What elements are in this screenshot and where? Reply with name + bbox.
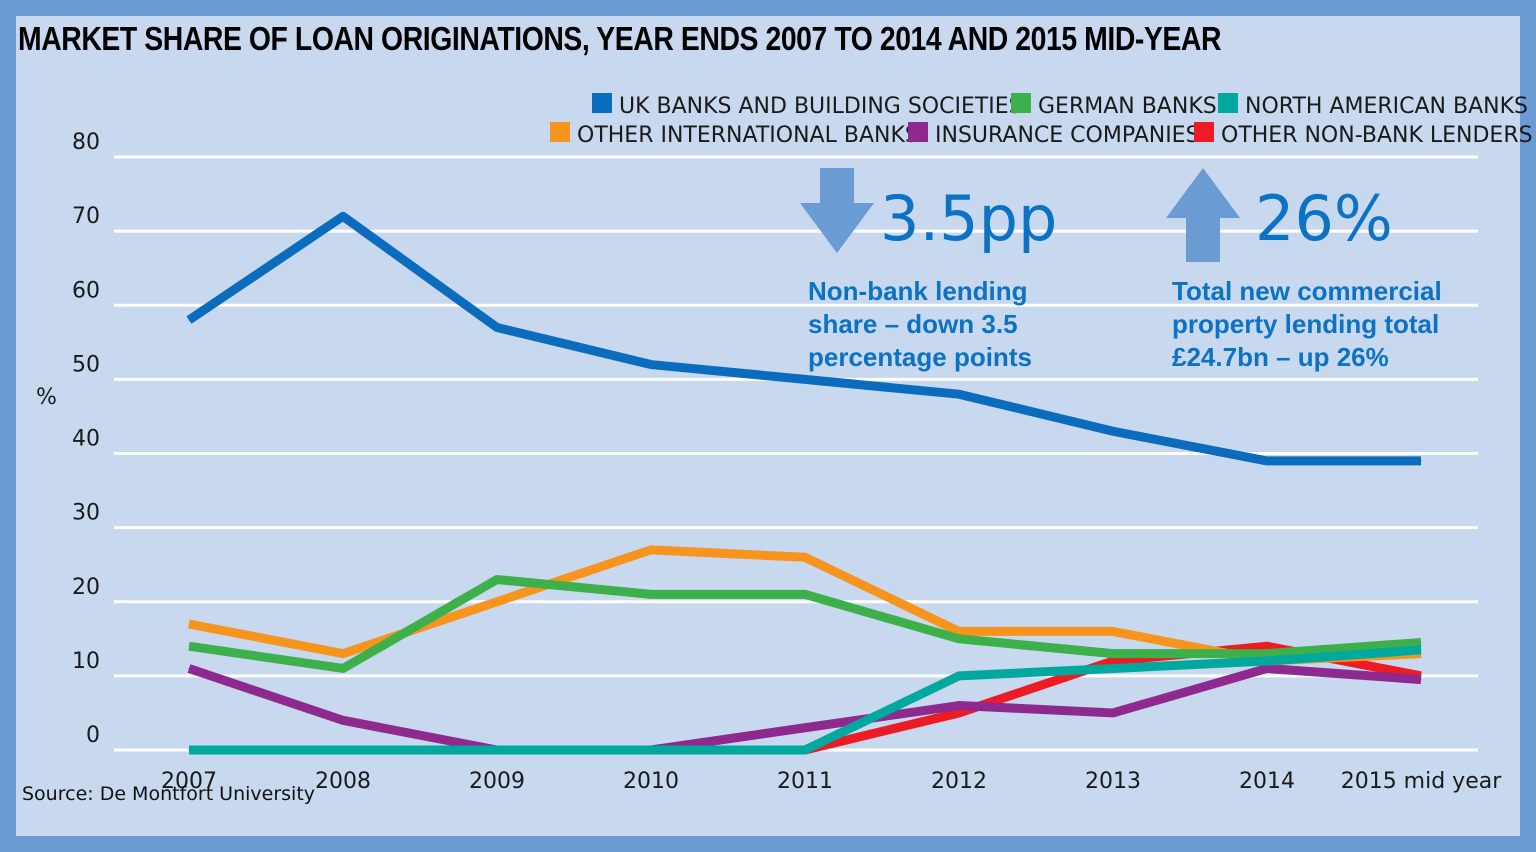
x-tick-label-8: 2015 mid year [1341,769,1503,794]
x-axis: 2007 2008 2009 2010 2011 2012 2013 2014 2015 mid… [161,769,1502,794]
data-point-1-4 [804,593,806,595]
source-note: Source: De Montfort University [22,783,316,805]
data-point-4-5 [958,705,960,707]
data-point-1-6 [1112,653,1114,655]
series-line-2 [189,645,1422,755]
y-axis: 0 10 20 30 40 50 60 70 80 [72,130,100,748]
data-point-3-6 [1112,630,1114,632]
data-point-2-5 [958,675,960,677]
legend-label-0: UK BANKS AND BUILDING SOCIETIES [619,94,1023,119]
legend-label-2: NORTH AMERICAN BANKS [1245,94,1528,119]
y-tick-label-0: 0 [86,723,100,748]
legend-swatch-4 [908,122,928,142]
data-point-2-4 [804,749,806,751]
y-tick-label-60: 60 [72,278,100,303]
y-axis-label: % [36,385,57,410]
data-point-5-6 [1112,660,1114,662]
data-point-3-2 [496,601,498,603]
y-tick-label-80: 80 [72,130,100,155]
legend-swatch-2 [1218,93,1238,113]
arrow-down-icon [800,168,874,253]
data-point-0-6 [1112,430,1114,432]
chart-title: MARKET SHARE OF LOAN ORIGINATIONS, YEAR … [18,20,1222,57]
legend-swatch-5 [1194,122,1214,142]
data-point-4-6 [1112,712,1114,714]
data-point-1-7 [1266,653,1268,655]
data-point-1-3 [650,593,652,595]
x-tick-label-5: 2012 [931,769,987,794]
data-point-0-7 [1266,460,1268,462]
data-point-4-0 [188,667,190,669]
legend-label-5: OTHER NON-BANK LENDERS [1221,123,1533,148]
data-point-2-7 [1266,660,1268,662]
data-point-4-1 [342,719,344,721]
callout-text-1-0: Total new commercial [1172,276,1442,306]
callout-value-1: 26% [1255,182,1393,255]
x-tick-label-4: 2011 [777,769,833,794]
data-point-1-8 [1420,642,1422,644]
data-point-2-8 [1420,649,1422,651]
data-point-3-5 [958,630,960,632]
data-point-0-1 [342,215,344,217]
arrow-up-icon [1166,168,1240,262]
data-point-0-3 [650,364,652,366]
data-point-4-7 [1266,667,1268,669]
x-tick-label-2: 2009 [469,769,525,794]
data-point-0-8 [1420,460,1422,462]
data-point-0-5 [958,393,960,395]
callout-text-0-2: percentage points [808,342,1032,372]
legend-label-4: INSURANCE COMPANIES [935,123,1200,148]
series-line-3 [188,545,1422,666]
x-tick-label-1: 2008 [315,769,371,794]
data-point-4-4 [804,727,806,729]
data-point-2-3 [650,749,652,751]
callout-text-1-2: £24.7bn – up 26% [1172,342,1389,372]
x-tick-label-0: 2007 [161,769,217,794]
series-lines [186,211,1422,755]
legend-swatch-0 [592,93,612,113]
data-point-0-2 [496,326,498,328]
data-point-0-4 [804,378,806,380]
y-tick-label-20: 20 [72,575,100,600]
series-line-1 [188,575,1422,673]
legend-swatch-1 [1011,93,1031,113]
series-line-4 [187,663,1422,755]
y-tick-label-10: 10 [72,649,100,674]
data-point-0-0 [188,319,190,321]
data-point-4-8 [1420,679,1422,681]
x-tick-label-7: 2014 [1239,769,1295,794]
callout-text-0-0: Non-bank lending [808,276,1028,306]
callout-text-0-1: share – down 3.5 [808,309,1018,339]
y-tick-label-70: 70 [72,204,100,229]
legend: UK BANKS AND BUILDING SOCIETIES GERMAN BA… [550,93,1533,148]
y-tick-label-50: 50 [72,352,100,377]
x-tick-label-6: 2013 [1085,769,1141,794]
data-point-3-0 [188,623,190,625]
x-tick-label-3: 2010 [623,769,679,794]
data-point-1-2 [496,579,498,581]
data-point-2-1 [342,749,344,751]
y-tick-label-40: 40 [72,427,100,452]
data-point-1-0 [188,645,190,647]
data-point-3-4 [804,556,806,558]
data-point-2-6 [1112,667,1114,669]
legend-label-3: OTHER INTERNATIONAL BANKS [577,123,919,148]
data-point-3-1 [342,653,344,655]
data-point-2-2 [496,749,498,751]
data-point-5-7 [1266,645,1268,647]
data-point-5-5 [958,712,960,714]
callout-value-0: 3.5pp [880,182,1057,255]
data-point-1-1 [342,667,344,669]
y-tick-label-30: 30 [72,501,100,526]
legend-label-1: GERMAN BANKS [1038,94,1217,119]
legend-swatch-3 [550,122,570,142]
gridlines [114,155,1478,752]
callout-text-1-1: property lending total [1172,309,1439,339]
data-point-2-0 [188,749,190,751]
data-point-3-3 [650,549,652,551]
data-point-1-5 [958,638,960,640]
